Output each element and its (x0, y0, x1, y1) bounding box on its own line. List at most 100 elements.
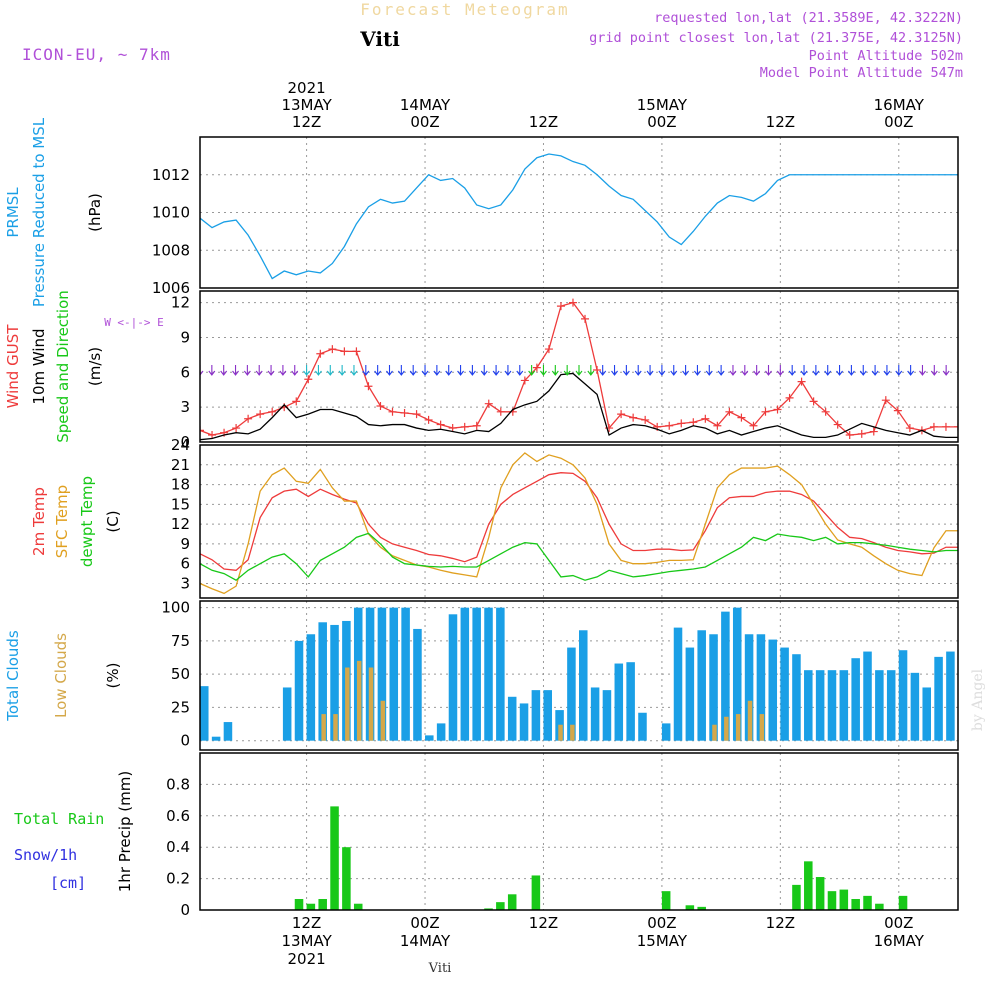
bar-mark (626, 662, 635, 741)
plot-area (200, 607, 955, 741)
bar-mark (756, 634, 766, 741)
bar-mark (839, 889, 849, 910)
bar-mark (448, 614, 458, 741)
wind-dir-arrow (622, 364, 630, 376)
panel-side-label: Speed and Direction (54, 290, 72, 443)
gust-marker (568, 298, 577, 307)
y-tick-label: 24 (171, 436, 190, 454)
gust-marker (773, 405, 782, 414)
bar-mark (724, 716, 729, 741)
bar-mark (898, 895, 908, 910)
y-tick-label: 1012 (152, 166, 190, 184)
bar-mark (368, 667, 374, 741)
compass-label: W <-|-> E (104, 316, 164, 329)
panel-side-label: 10m Wind (30, 328, 48, 404)
wind-dir-arrow (433, 364, 441, 376)
wind-dir-arrow (528, 364, 536, 376)
requested-coords: requested lon,lat (21.3589E, 42.3222N) (654, 10, 963, 26)
bar-mark (401, 607, 410, 741)
bar-mark (507, 696, 517, 741)
wind-dir-arrow (847, 364, 855, 376)
bar-mark (567, 647, 576, 741)
wind-dir-arrow (776, 364, 784, 376)
wind-dir-arrow (670, 364, 678, 376)
gust-marker (256, 410, 265, 419)
bar-mark (321, 714, 326, 741)
panel-frame (199, 136, 959, 289)
gust-marker (496, 407, 505, 416)
bar-mark (436, 723, 446, 741)
bar-mark (815, 877, 825, 910)
panel-precip: 0 0.2 0.4 0.6 0.8 Total Rain Snow/1h [cm] 1hr Pr… (14, 752, 959, 919)
gust-marker (737, 413, 746, 422)
wind-dir-arrow (729, 364, 737, 376)
bar-mark (735, 714, 741, 741)
panel-frame (199, 290, 959, 443)
bar-mark (922, 687, 931, 741)
gust-marker (941, 422, 950, 431)
wind-dir-arrow (232, 364, 239, 376)
gust-marker (869, 427, 878, 436)
bar-mark (507, 894, 517, 910)
wind-dir-arrow (611, 364, 618, 376)
wind-dir-arrow (682, 364, 690, 376)
gust-marker (845, 431, 854, 440)
wind-dir-arrow (788, 364, 796, 376)
bar-mark (333, 714, 338, 741)
bar-mark (306, 903, 316, 910)
wind-dir-arrow (374, 364, 382, 376)
wind-dir-arrow (303, 364, 311, 376)
bottom-tick-label: 00Z (410, 914, 439, 932)
wind-dir-arrow (540, 364, 547, 376)
bar-mark (543, 690, 552, 741)
bar-mark (685, 905, 695, 910)
wind-dir-arrow (362, 364, 370, 376)
precip-label-snow: Snow/1h (14, 846, 77, 864)
y-tick-label: 0.2 (166, 870, 190, 888)
gust-marker (857, 429, 866, 438)
chart-title: Forecast Meteogram (360, 0, 569, 19)
wind-dir-arrow (575, 364, 583, 376)
bottom-tick-label: 13MAY (281, 932, 332, 950)
bar-mark (863, 651, 872, 741)
panel-side-label: Pressure Reduced to MSL (30, 117, 48, 307)
bar-mark (282, 687, 292, 741)
bar-mark (531, 690, 541, 741)
gust-marker (388, 407, 397, 416)
top-tick-label: 12Z (766, 113, 795, 131)
y-tick-label: 6 (180, 363, 190, 381)
y-tick-label: 3 (180, 574, 190, 592)
gust-marker (749, 421, 758, 430)
bar-mark (768, 639, 778, 741)
bar-mark (661, 891, 671, 910)
panel-side-label: Low Clouds (52, 633, 70, 718)
gust-marker (593, 365, 602, 374)
y-tick-label: 75 (171, 632, 190, 650)
bar-mark (531, 875, 541, 910)
gust-marker (713, 421, 722, 430)
bar-mark (697, 630, 706, 741)
gust-marker (677, 419, 686, 428)
bar-mark (851, 899, 860, 910)
bottom-tick-label: 12Z (766, 914, 795, 932)
gust-marker (821, 407, 830, 416)
gust-marker (376, 401, 385, 410)
y-tick-label: 1006 (152, 279, 190, 297)
y-tick-label: 12 (171, 294, 190, 312)
station-name: Viti (359, 27, 400, 51)
wind-dir-arrow (220, 364, 228, 376)
bottom-tick-label: 2021 (288, 950, 326, 968)
bar-mark (602, 690, 612, 741)
bar-mark (709, 634, 718, 741)
gust-marker (581, 314, 590, 323)
panel-wind: 0 3 6 9 12 Wind GUST 10m Wind Speed and Directi… (4, 290, 959, 451)
bar-mark (685, 647, 695, 741)
wind-dir-arrow (741, 364, 749, 376)
bar-mark (780, 647, 789, 741)
panel-side-label: Total Clouds (4, 630, 22, 722)
y-tick-label: 0.6 (166, 807, 190, 825)
wind-dir-arrow (504, 364, 512, 376)
gust-marker (785, 393, 794, 402)
wind-dir-arrow (705, 364, 713, 376)
